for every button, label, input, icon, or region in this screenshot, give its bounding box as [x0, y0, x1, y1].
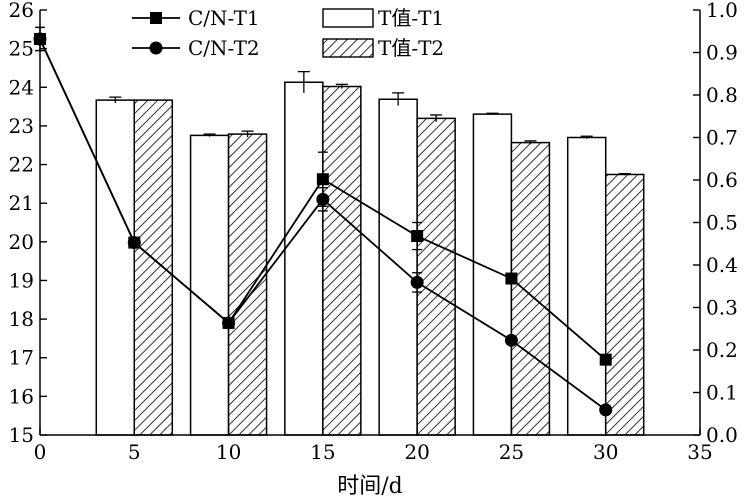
bar-T值-T2-5 [133, 99, 174, 436]
bar-T值-T2-25 [510, 141, 551, 436]
y-left-tick-label-16: 16 [9, 384, 34, 408]
legend-label-C/N-T1: C/N-T1 [188, 6, 260, 30]
y-left-tick-label-23: 23 [9, 114, 34, 138]
bar-T值-T1-15 [284, 81, 324, 436]
y-right-tick-label-0.4: 0.4 [706, 253, 738, 277]
y-right-tick-label-0.1: 0.1 [706, 381, 738, 405]
x-tick-label-30: 30 [593, 440, 618, 464]
x-tick-label-0: 0 [34, 440, 47, 464]
bar-T值-T2-20 [416, 117, 456, 436]
point-C/N-T2-20 [410, 275, 424, 289]
y-left-tick-label-24: 24 [9, 75, 34, 99]
point-C/N-T2-25 [504, 333, 518, 347]
bar-T值-T1-5 [95, 99, 136, 436]
y-left-tick-label-20: 20 [9, 230, 34, 254]
point-C/N-T2-10 [222, 316, 236, 330]
bars-layer [95, 70, 645, 436]
legend-marker-C/N-T1 [150, 12, 162, 24]
bar-T值-T2-10 [227, 133, 268, 436]
y-left-tick-label-19: 19 [9, 268, 34, 292]
point-C/N-T2-15 [316, 192, 330, 206]
legend-marker-C/N-T2 [149, 41, 163, 55]
x-tick-label-15: 15 [310, 440, 335, 464]
point-C/N-T2-30 [599, 403, 613, 417]
legend-swatch-T值-T2 [322, 38, 374, 58]
axes-layer: 0 5 10 15 20 25 30 35 15 16 17 18 19 20 21 22 23 24 25 26 0.… [9, 0, 738, 464]
x-tick-label-5: 5 [128, 440, 141, 464]
x-tick-label-35: 35 [687, 440, 712, 464]
legend-label-T值-T1: T值-T1 [378, 6, 444, 30]
legend-label-C/N-T2: C/N-T2 [188, 36, 260, 60]
y-right-tick-label-0.8: 0.8 [706, 83, 738, 107]
y-right-tick-label-0.6: 0.6 [706, 168, 738, 192]
point-C/N-T1-30 [599, 353, 612, 366]
y-right-tick-label-0.9: 0.9 [706, 41, 738, 65]
y-left-tick-label-18: 18 [9, 307, 34, 331]
lines-layer [33, 26, 613, 417]
y-left-tick-label-25: 25 [9, 37, 34, 61]
x-axis-title: 时间/d [337, 474, 403, 499]
y-right-tick-label-1: 1.0 [706, 0, 738, 22]
y-right-tick-label-0.7: 0.7 [706, 126, 738, 150]
y-right-tick-label-0: 0.0 [706, 423, 738, 447]
point-C/N-T2-5 [127, 236, 141, 250]
y-left-tick-label-15: 15 [9, 423, 34, 447]
point-C/N-T1-20 [411, 230, 424, 243]
legend: C/N-T1 C/N-T2 T值-T1 T值-T2 [132, 6, 444, 60]
y-left-tick-label-17: 17 [9, 346, 34, 370]
bar-T值-T2-30 [604, 173, 645, 436]
bar-T值-T1-20 [378, 98, 418, 436]
y-right-tick-label-0.2: 0.2 [706, 338, 738, 362]
y-left-tick-label-21: 21 [9, 191, 34, 215]
y-left-tick-label-26: 26 [9, 0, 34, 22]
legend-swatch-T值-T1 [322, 8, 374, 28]
x-tick-label-20: 20 [404, 440, 429, 464]
y-right-tick-label-0.3: 0.3 [706, 296, 738, 320]
y-right-tick-label-0.5: 0.5 [706, 211, 738, 235]
point-C/N-T1-15 [316, 173, 329, 186]
bar-T值-T1-25 [472, 113, 513, 436]
point-C/N-T1-25 [505, 272, 518, 285]
bar-T值-T2-15 [322, 85, 362, 436]
legend-label-T值-T2: T值-T2 [378, 36, 444, 60]
y-left-tick-label-22: 22 [9, 153, 34, 177]
bar-T值-T1-10 [189, 134, 230, 436]
x-tick-label-25: 25 [499, 440, 524, 464]
x-tick-label-10: 10 [216, 440, 241, 464]
bar-T值-T1-30 [566, 136, 607, 436]
